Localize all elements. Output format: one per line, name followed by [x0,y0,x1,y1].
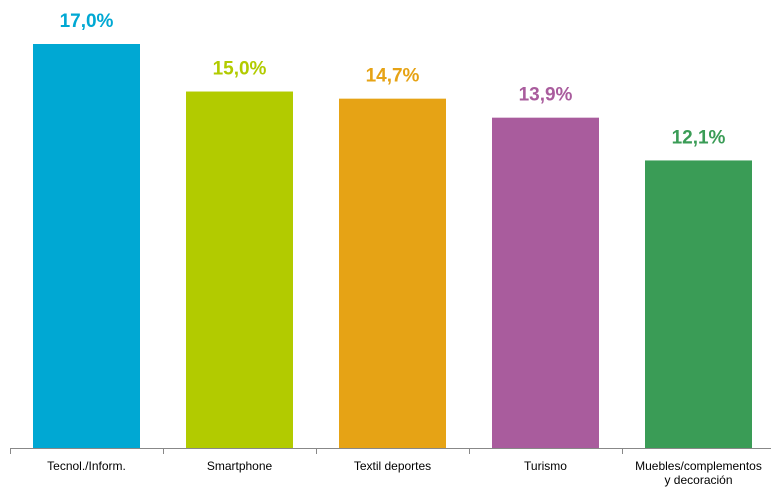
x-axis [10,448,771,454]
value-label-1: 15,0% [213,59,267,80]
category-label-1-line-0: Smartphone [207,459,273,473]
category-label-2-line-0: Textil deportes [354,459,431,473]
value-label-2: 14,7% [366,66,420,87]
category-label-0-line-0: Tecnol./Inform. [47,459,126,473]
bar-3 [492,117,599,448]
value-label-3: 13,9% [519,85,573,106]
bar-2 [339,98,446,449]
bar-0 [33,44,140,448]
value-label-4: 12,1% [672,127,726,148]
value-labels-layer: 17,0% 15,0% 14,7% 13,9% 12,1% [60,11,726,148]
category-label-3: Turismo [524,459,567,473]
category-label-3-line-0: Turismo [524,459,567,473]
value-label-0: 17,0% [60,11,114,32]
category-label-4-line-0: Muebles/complementos [635,459,762,473]
bar-4 [645,160,752,448]
category-label-4-line-1: y decoración [664,473,732,487]
category-labels-layer: Tecnol./Inform. Smartphone Textil deportes… [47,459,762,487]
bars-layer [33,44,752,449]
category-label-1: Smartphone [207,459,273,473]
category-label-0: Tecnol./Inform. [47,459,126,473]
category-label-4: Muebles/complementos y decoración [635,459,762,487]
category-label-2: Textil deportes [354,459,431,473]
bar-1 [186,91,293,448]
